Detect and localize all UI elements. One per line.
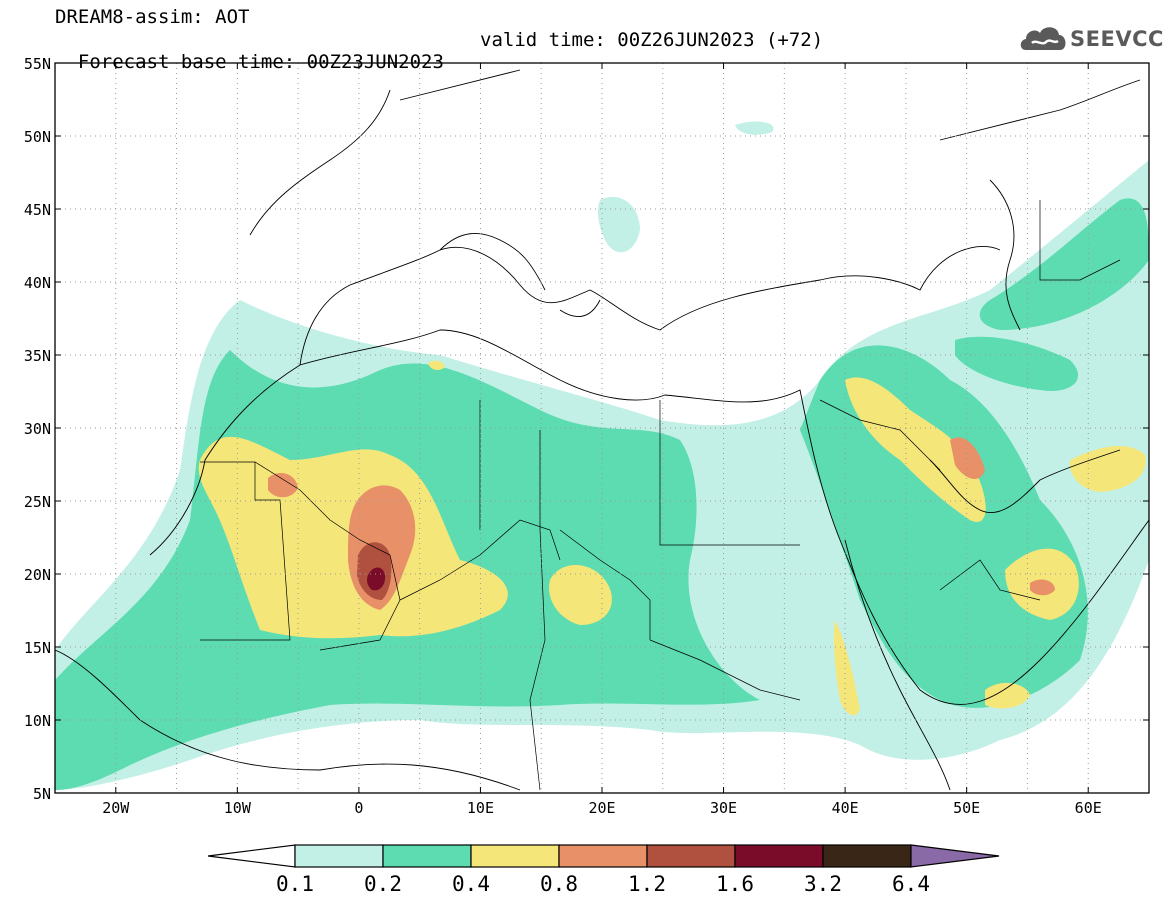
lat-label: 45N [24,201,51,219]
aot-contours [55,121,1149,790]
lat-label: 15N [24,639,51,657]
lat-label: 20N [24,566,51,584]
aot-band-0.4 [549,565,612,625]
aot-band-0.4 [833,620,860,716]
lon-label: 60E [1075,799,1102,817]
aot-band-0.4 [428,360,445,371]
forecast-times: Forecast base time: 00Z23JUN2023 valid t… [55,29,823,95]
lon-label: 0 [354,799,363,817]
aot-band-0.4 [1069,445,1146,492]
lat-label: 25N [24,493,51,511]
seevccc-logo: SEEVCCC [1018,22,1165,56]
aot-band-0.1 [735,121,774,135]
aot-band-1.6 [367,567,386,591]
lon-label: 40E [832,799,859,817]
valid-time: valid time: 00Z26JUN2023 (+72) [480,29,824,51]
lon-label: 20W [102,799,130,817]
aot-band-0.4 [985,682,1030,709]
graticule [55,63,1149,793]
lat-label: 40N [24,274,51,292]
lon-label: 10W [224,799,252,817]
cloud-icon [1020,27,1066,50]
lon-label: 30E [710,799,737,817]
lat-label: 5N [33,785,51,803]
aot-band-0.8 [268,473,298,498]
lon-label: 10E [467,799,494,817]
lat-label: 35N [24,347,51,365]
aot-band-0.2 [955,336,1079,391]
lat-label: 55N [24,55,51,73]
coastlines [55,69,1149,791]
aot-band-0.2 [979,198,1149,330]
base-time: Forecast base time: 00Z23JUN2023 [77,51,444,73]
lon-label: 20E [588,799,615,817]
logo-text: SEEVCCC [1070,27,1165,51]
lat-label: 50N [24,128,51,146]
aot-band-0.8 [950,437,985,480]
lat-label: 10N [24,712,51,730]
aot-band-0.8 [1030,579,1055,596]
chart-title: DREAM8-assim: AOT [55,6,250,28]
lon-label: 50E [953,799,980,817]
aot-band-0.1 [597,196,640,253]
aot-band-0.4 [845,377,986,522]
aot-band-0.2 [490,415,555,438]
lat-label: 30N [24,420,51,438]
aot-band-0.2 [800,345,1088,708]
map-axes: 55N 50N 45N 40N 35N 30N 25N 20N 15N 10N 5N 20W 10W 0 1… [24,55,1149,817]
